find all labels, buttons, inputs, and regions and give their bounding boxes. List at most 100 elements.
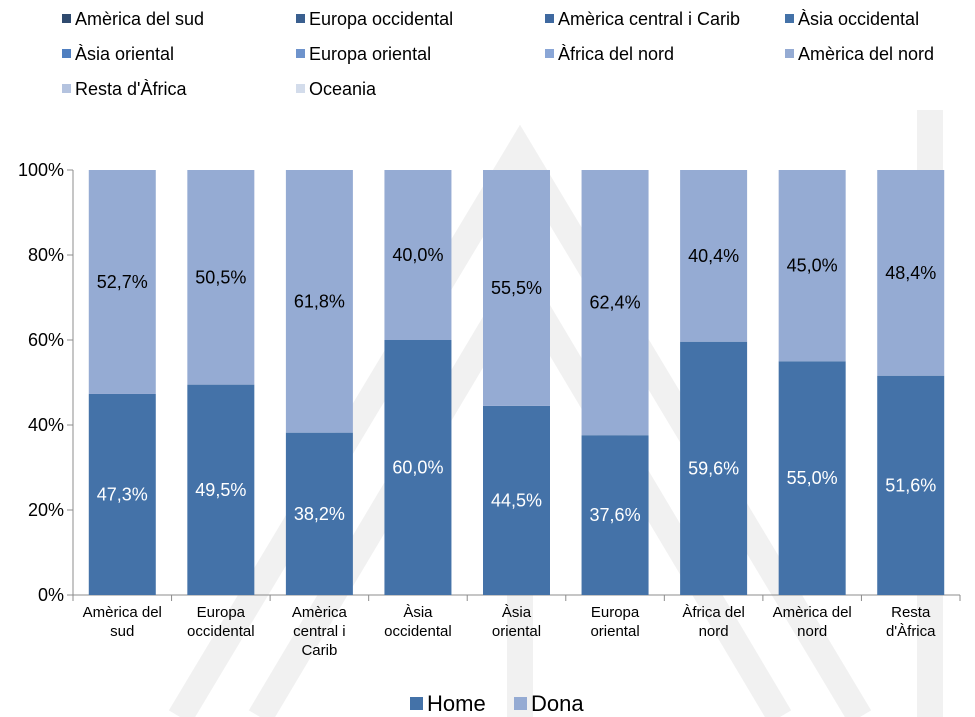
x-category-label: Àsia oriental: [492, 604, 541, 640]
top-legend-label: Amèrica del nord: [798, 44, 935, 64]
bar-home: [88, 393, 156, 595]
bar-dona: [778, 170, 846, 362]
y-tick-label: 100%: [18, 160, 64, 180]
legend-item-home: Home: [410, 690, 486, 717]
bar-dona: [187, 170, 255, 385]
bar-home: [285, 432, 353, 595]
top-legend-item: Àsia oriental: [62, 43, 174, 65]
x-category-label: Amèrica central i Carib: [292, 604, 348, 659]
bottom-legend: Home Dona: [0, 690, 975, 717]
top-legend-item: Àsia occidental: [785, 8, 919, 30]
y-tick-label: 20%: [28, 500, 64, 520]
x-category-label-line: nord: [797, 623, 827, 640]
top-legend-label: Europa occidental: [309, 9, 454, 29]
legend-swatch-home: [410, 697, 423, 710]
top-legend-swatch: [545, 14, 554, 23]
top-legend-swatch: [296, 14, 305, 23]
bar-dona: [581, 170, 649, 436]
data-label-home: 44,5%: [491, 490, 542, 510]
x-category-label: Àfrica del nord: [682, 604, 745, 640]
top-legend-swatch: [785, 49, 794, 58]
top-legend-label: Europa oriental: [309, 44, 432, 64]
top-legend-item: Àfrica del nord: [545, 43, 674, 65]
top-legend-label: Amèrica del sud: [75, 9, 205, 29]
bar-home: [384, 340, 452, 595]
top-legend-swatch: [296, 84, 305, 93]
x-category-label-line: Àsia: [403, 604, 433, 621]
data-label-home: 60,0%: [392, 458, 443, 478]
x-category-label-line: sud: [110, 623, 134, 640]
data-label-dona: 40,0%: [392, 245, 443, 265]
x-category-label-line: central i: [293, 623, 346, 640]
x-category-label-line: d'Àfrica: [886, 623, 936, 640]
top-legend-item: Europa occidental: [296, 8, 453, 30]
x-category-label-line: occidental: [187, 623, 255, 640]
data-label-home: 37,6%: [590, 505, 641, 525]
bar-dona: [384, 170, 452, 340]
top-legend-label: Àsia occidental: [798, 9, 920, 29]
x-category-label: Resta d'Àfrica: [886, 604, 936, 640]
data-label-home: 47,3%: [97, 484, 148, 504]
legend-label-dona: Dona: [531, 691, 584, 716]
x-category-label-line: Àsia: [502, 604, 532, 621]
bar-home: [187, 384, 255, 595]
data-label-dona: 52,7%: [97, 272, 148, 292]
top-legend-label: Àsia oriental: [75, 44, 175, 64]
bar-home: [680, 341, 748, 595]
x-category-label: Amèrica del nord: [773, 604, 852, 640]
bar-home: [778, 361, 846, 595]
top-legend-swatch: [545, 49, 554, 58]
bar-dona: [285, 170, 353, 433]
x-category-label-line: Amèrica del: [83, 604, 162, 621]
stacked-bar-chart: 0% 20% 40% 60% 80% 100% 47,3% 52,7% Amèrica del s…: [18, 160, 961, 659]
top-legend-swatch: [785, 14, 794, 23]
bar-dona: [877, 170, 945, 376]
data-label-dona: 62,4%: [590, 293, 641, 313]
data-label-dona: 40,4%: [688, 246, 739, 266]
top-legend-item: Resta d'Àfrica: [62, 78, 186, 100]
data-label-home: 51,6%: [885, 475, 936, 495]
top-legend-item: Amèrica del nord: [785, 43, 934, 65]
x-category-label: Àsia occidental: [384, 604, 452, 640]
x-category-label-line: Àfrica del: [682, 604, 745, 621]
top-legend-item: Europa oriental: [296, 43, 431, 65]
x-category-label-line: Amèrica del: [773, 604, 852, 621]
bar-dona: [483, 170, 550, 406]
top-legend-item: Amèrica del sud: [62, 8, 204, 30]
x-category-label: Amèrica del sud: [83, 604, 162, 640]
data-label-dona: 48,4%: [885, 263, 936, 283]
x-category-label: Europa occidental: [187, 604, 255, 640]
top-legend-label: Àfrica del nord: [558, 44, 675, 64]
x-category-label-line: Carib: [301, 642, 337, 659]
y-tick-label: 40%: [28, 415, 64, 435]
x-category-label-line: Resta: [891, 604, 931, 621]
x-category-label-line: Europa: [197, 604, 246, 621]
data-label-dona: 61,8%: [294, 291, 345, 311]
data-label-home: 49,5%: [195, 480, 246, 500]
x-category-label-line: nord: [699, 623, 729, 640]
bar-home: [581, 435, 649, 595]
y-tick-label: 80%: [28, 245, 64, 265]
top-legend-swatch: [296, 49, 305, 58]
bar-home: [877, 375, 945, 595]
x-category-label: Europa oriental: [590, 604, 639, 640]
data-label-home: 59,6%: [688, 458, 739, 478]
data-label-home: 38,2%: [294, 504, 345, 524]
top-legend-label: Amèrica central i Carib: [558, 9, 741, 29]
x-category-label-line: occidental: [384, 623, 452, 640]
top-legend-item: Oceania: [296, 78, 376, 100]
data-label-dona: 55,5%: [491, 278, 542, 298]
bar-dona: [88, 170, 156, 394]
bar-home: [483, 405, 550, 595]
top-legend-swatch: [62, 49, 71, 58]
legend-label-home: Home: [427, 691, 486, 716]
legend-item-dona: Dona: [514, 690, 584, 717]
x-category-label-line: oriental: [590, 623, 639, 640]
top-legend-swatch: [62, 84, 71, 93]
x-category-label-line: oriental: [492, 623, 541, 640]
bar-dona: [680, 170, 748, 342]
x-category-label-line: Europa: [591, 604, 640, 621]
data-label-dona: 45,0%: [787, 256, 838, 276]
legend-swatch-dona: [514, 697, 527, 710]
data-label-home: 55,0%: [787, 468, 838, 488]
